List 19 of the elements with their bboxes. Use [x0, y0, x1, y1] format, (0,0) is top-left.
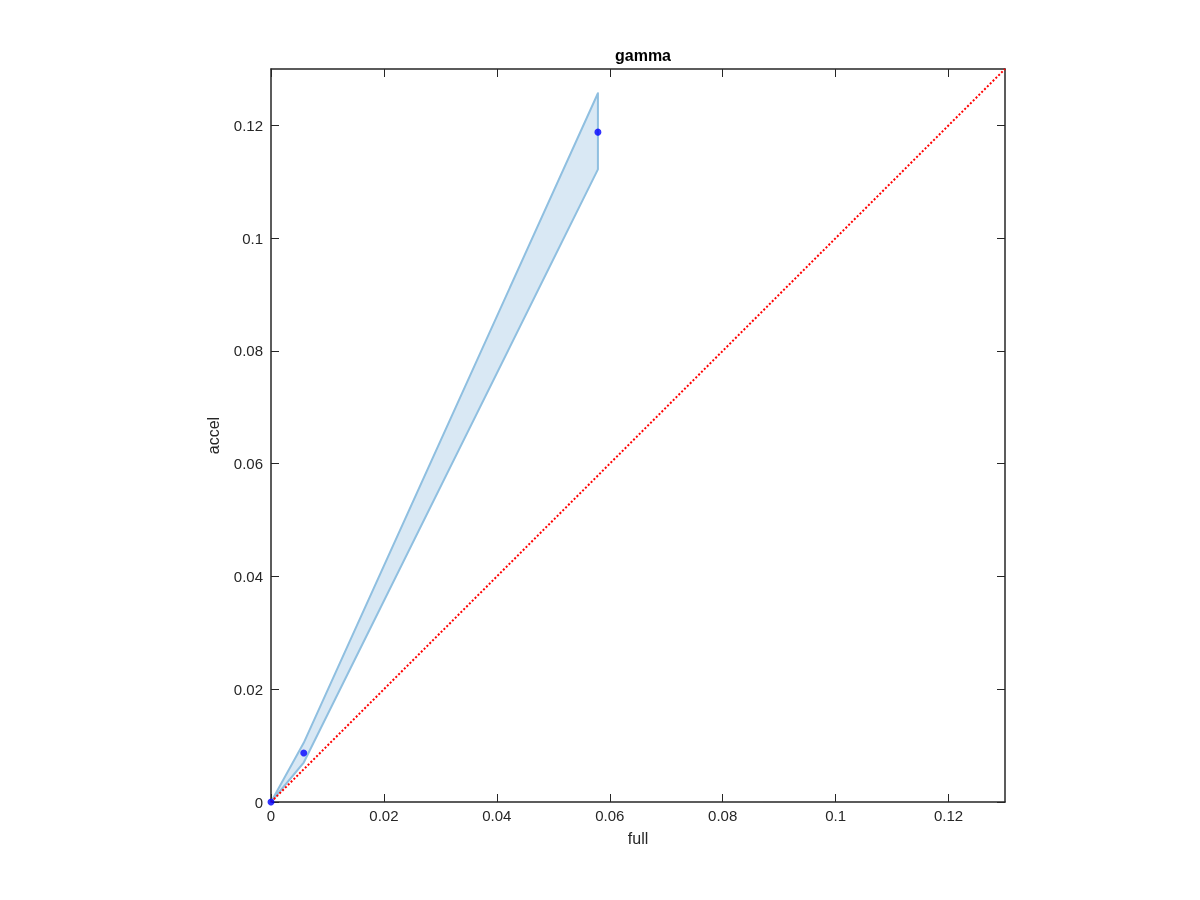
x-tick-label: 0 — [266, 807, 276, 824]
x-tick-label: 0.02 — [369, 807, 399, 824]
x-tick-label: 0.04 — [482, 807, 512, 824]
chart-title: gamma — [614, 46, 672, 64]
x-axis-title: full — [627, 829, 649, 847]
x-tick-label: 0.12 — [933, 807, 964, 824]
y-tick-label: 0.04 — [233, 567, 263, 585]
y-tick-label: 0.08 — [233, 342, 263, 360]
x-tick-label: 0.08 — [708, 807, 738, 824]
y-axis-title: accel — [204, 416, 222, 455]
y-tick-label: 0.06 — [233, 455, 263, 473]
point — [594, 128, 602, 136]
x-tick-label: 0.1 — [825, 807, 847, 824]
point — [300, 749, 308, 757]
y-tick-label: 0.02 — [233, 680, 263, 698]
x-tick-label: 0.06 — [595, 807, 625, 824]
y-tick-label: 0.12 — [233, 116, 263, 134]
y-tick-label: 0.1 — [242, 229, 263, 247]
y-tick-label: 0 — [254, 793, 263, 811]
